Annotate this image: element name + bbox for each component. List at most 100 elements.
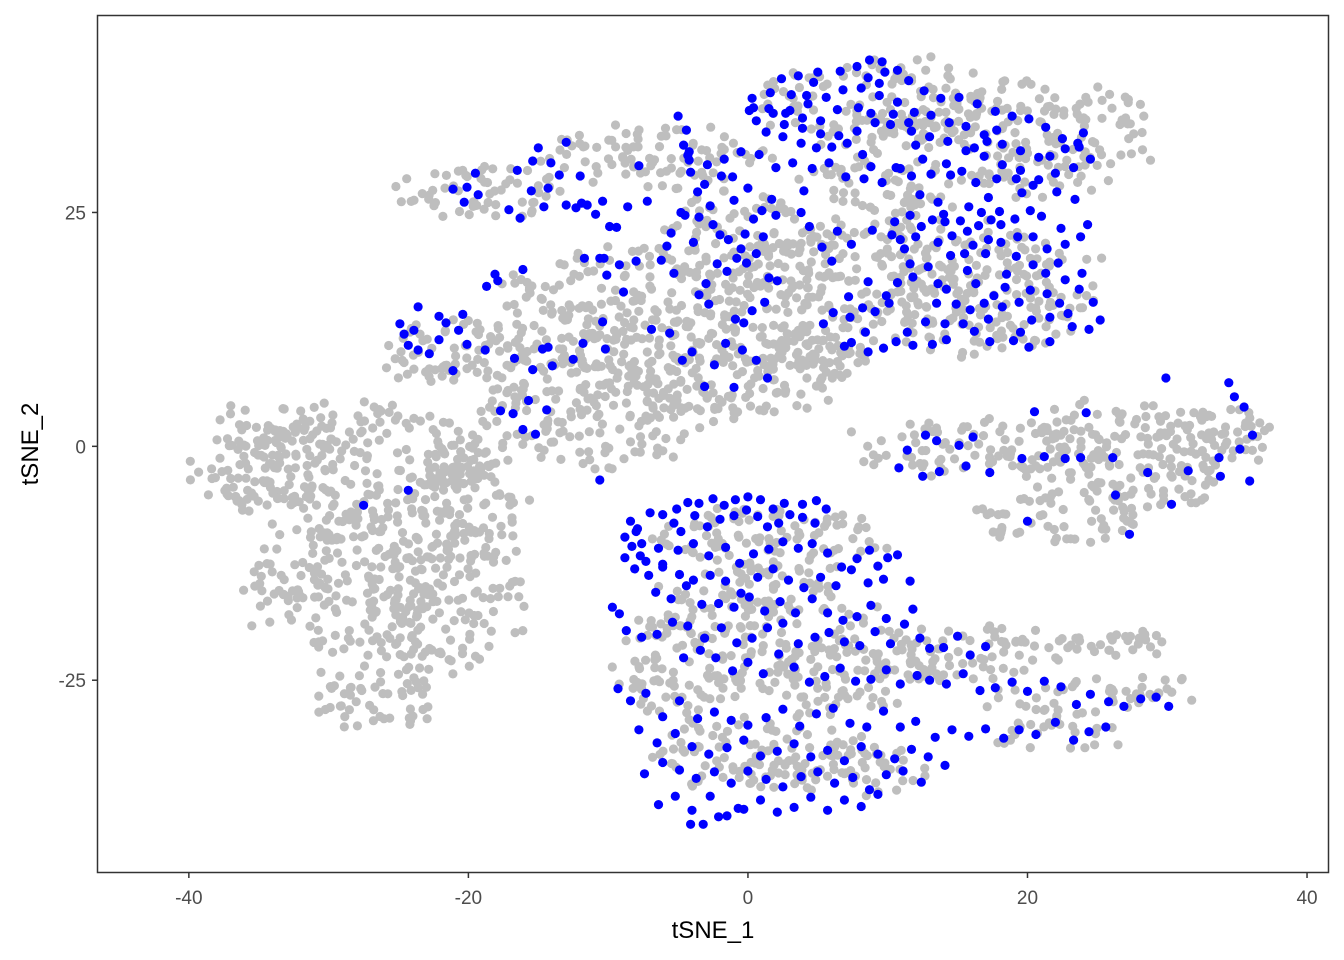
background-point: [975, 310, 986, 320]
highlighted-point: [530, 429, 541, 439]
background-point: [551, 394, 561, 404]
background-point: [897, 432, 907, 442]
background-point: [575, 138, 585, 149]
highlighted-point: [575, 171, 585, 181]
background-point: [1062, 534, 1072, 544]
highlighted-point: [632, 524, 643, 534]
highlighted-point: [705, 791, 715, 801]
highlighted-point: [809, 77, 819, 87]
background-point: [673, 595, 684, 605]
background-point: [459, 453, 469, 463]
highlighted-point: [669, 518, 679, 528]
background-point: [1142, 502, 1153, 512]
background-point: [679, 747, 690, 757]
highlighted-point: [883, 553, 893, 563]
background-point: [410, 637, 420, 647]
highlighted-point: [824, 627, 834, 638]
background-point: [949, 454, 960, 464]
highlighted-point: [832, 105, 843, 115]
background-point: [1259, 426, 1270, 436]
background-point: [225, 409, 236, 419]
background-point: [385, 585, 396, 596]
background-point: [746, 566, 756, 576]
background-point: [493, 592, 503, 602]
background-point: [693, 705, 704, 715]
background-point: [597, 419, 608, 429]
background-point: [592, 142, 602, 152]
background-point: [675, 621, 685, 631]
highlighted-point: [799, 186, 809, 196]
background-point: [774, 343, 784, 353]
background-point: [826, 592, 836, 602]
background-point: [528, 198, 538, 208]
background-point: [454, 509, 465, 520]
background-point: [969, 349, 979, 359]
highlighted-point: [747, 633, 757, 643]
background-point: [868, 319, 878, 329]
background-point: [796, 329, 806, 339]
highlighted-point: [983, 192, 994, 203]
background-point: [970, 450, 980, 460]
background-point: [1123, 635, 1133, 646]
background-point: [617, 357, 627, 367]
background-point: [672, 221, 682, 231]
background-point: [717, 142, 727, 152]
background-point: [947, 128, 957, 138]
highlighted-point: [965, 650, 975, 660]
highlighted-point: [927, 339, 938, 349]
highlighted-point: [674, 696, 685, 706]
background-point: [629, 377, 639, 388]
background-point: [437, 581, 447, 591]
background-point: [257, 586, 267, 596]
background-point: [977, 166, 987, 176]
background-point: [621, 398, 632, 408]
background-point: [650, 663, 660, 673]
background-point: [352, 545, 362, 555]
background-point: [860, 356, 871, 366]
highlighted-point: [1076, 453, 1086, 463]
background-point: [1095, 640, 1106, 650]
background-point: [628, 683, 638, 693]
background-point: [769, 320, 779, 330]
background-point: [771, 304, 781, 314]
background-point: [794, 355, 804, 366]
highlighted-point: [721, 542, 731, 553]
background-point: [687, 368, 697, 378]
background-point: [712, 528, 722, 538]
background-point: [592, 411, 602, 422]
highlighted-point: [1042, 244, 1052, 254]
background-point: [611, 334, 621, 344]
background-point: [794, 709, 804, 719]
background-point: [518, 626, 528, 636]
highlighted-point: [673, 545, 683, 555]
background-point: [417, 651, 427, 661]
highlighted-point: [687, 742, 697, 752]
background-point: [642, 347, 652, 357]
background-point: [514, 334, 524, 344]
background-point: [838, 188, 849, 198]
background-point: [409, 589, 419, 599]
background-point: [877, 261, 888, 271]
background-point: [625, 412, 635, 422]
background-point: [645, 260, 655, 270]
highlighted-point: [600, 344, 611, 354]
highlighted-point: [1010, 214, 1020, 224]
background-point: [416, 564, 426, 574]
background-point: [1108, 479, 1118, 489]
background-point: [806, 257, 816, 267]
highlighted-point: [821, 92, 831, 102]
background-point: [633, 366, 644, 376]
background-point: [1043, 160, 1053, 170]
highlighted-point: [933, 197, 943, 207]
background-point: [1119, 506, 1129, 517]
highlighted-point: [1050, 717, 1060, 727]
highlighted-point: [683, 497, 693, 508]
highlighted-point: [841, 172, 851, 182]
highlighted-point: [533, 143, 543, 153]
background-point: [502, 431, 512, 441]
highlighted-point: [964, 202, 974, 212]
background-point: [811, 381, 822, 391]
background-point: [541, 191, 551, 201]
highlighted-point: [1110, 490, 1121, 500]
